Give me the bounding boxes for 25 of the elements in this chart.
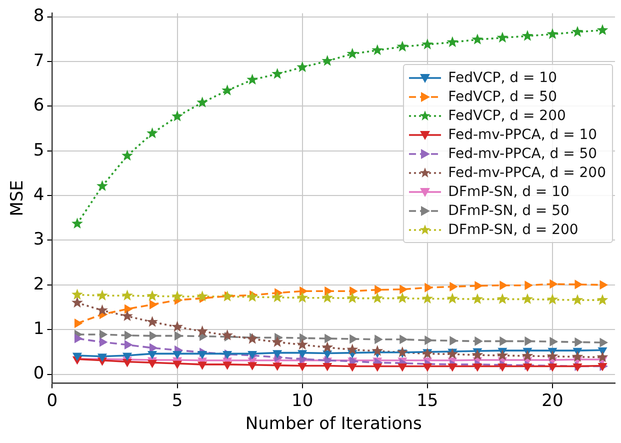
x-axis-title: Number of Iterations <box>245 414 422 434</box>
legend-label: DFmP-SN, d = 50 <box>448 202 570 218</box>
x-tick-label: 5 <box>172 390 183 411</box>
legend-label: Fed-mv-PPCA, d = 10 <box>448 126 598 142</box>
legend-label: FedVCP, d = 10 <box>448 70 557 86</box>
x-tick-label: 0 <box>46 390 58 411</box>
y-tick-label: 0 <box>33 364 44 384</box>
y-tick-label: 7 <box>33 50 44 71</box>
y-axis-title: MSE <box>8 180 28 216</box>
y-tick-label: 2 <box>33 274 44 294</box>
y-tick-label: 4 <box>33 184 44 205</box>
legend-label: Fed-mv-PPCA, d = 50 <box>448 146 598 162</box>
legend-label: FedVCP, d = 200 <box>448 108 566 124</box>
y-tick-label: 1 <box>33 319 44 339</box>
y-tick-label: 6 <box>33 96 44 116</box>
y-tick-label: 8 <box>33 6 44 26</box>
legend-label: DFmP-SN, d = 10 <box>448 184 570 200</box>
y-tick-label: 3 <box>33 230 44 250</box>
y-tick-label: 5 <box>33 140 44 160</box>
legend-label: Fed-mv-PPCA, d = 200 <box>448 164 606 180</box>
x-tick-label: 20 <box>542 390 564 411</box>
x-tick-label: 15 <box>416 390 438 411</box>
x-tick-label: 10 <box>292 390 314 411</box>
legend-label: DFmP-SN, d = 200 <box>448 222 578 238</box>
legend-label: FedVCP, d = 50 <box>448 88 557 104</box>
